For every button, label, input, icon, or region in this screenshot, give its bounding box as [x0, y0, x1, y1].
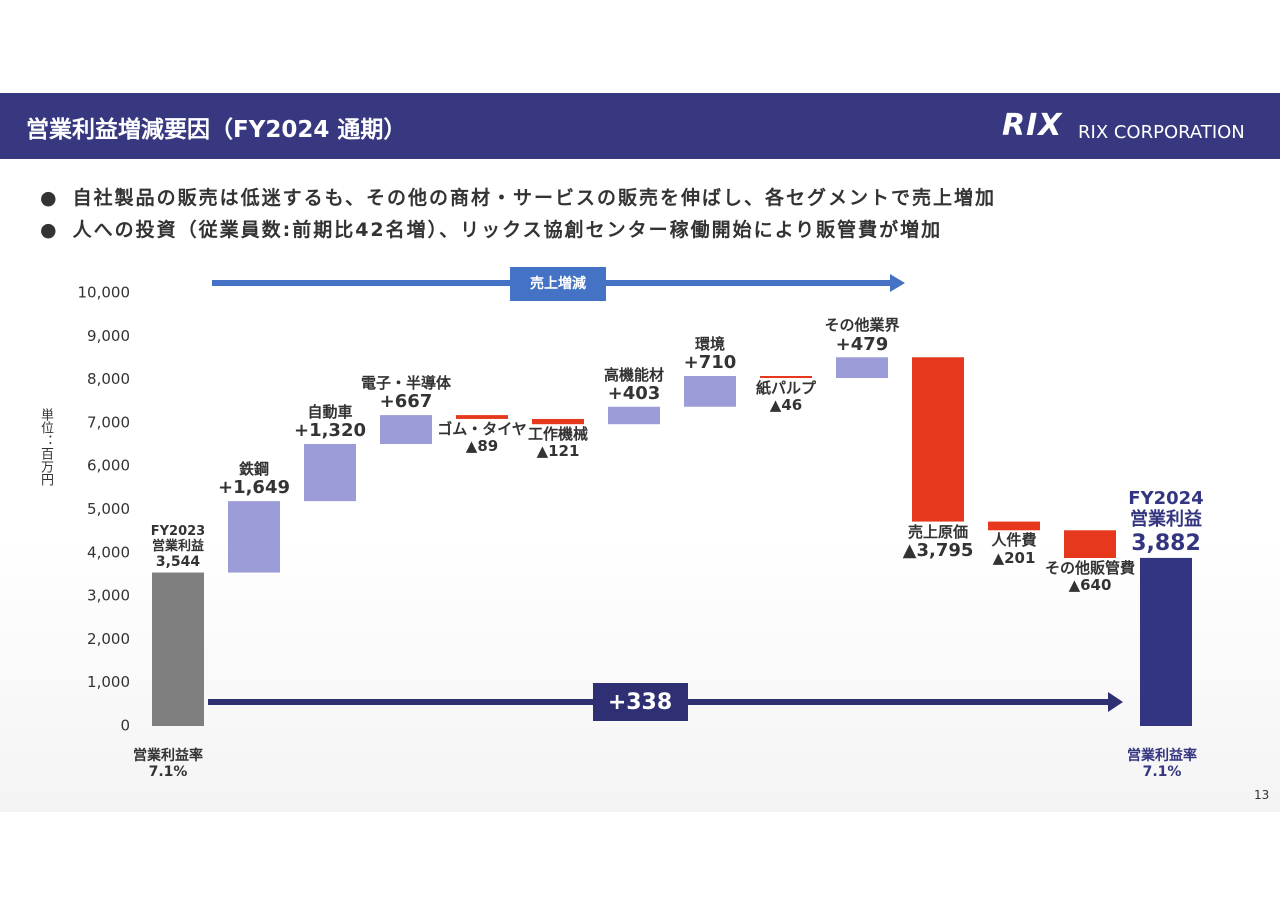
data-label: その他販管費 ▲640 — [1030, 558, 1150, 595]
data-label: 環境 +710 — [650, 335, 770, 374]
bar — [152, 572, 204, 726]
category-label: 人件費 — [991, 531, 1037, 550]
category-label: FY2024 営業利益 — [1128, 488, 1204, 530]
arrow-head — [890, 274, 905, 292]
value-label: ▲201 — [992, 548, 1036, 567]
bar — [988, 521, 1040, 531]
value-label: 3,882 — [1131, 530, 1201, 556]
category-label: 環境 — [694, 335, 725, 354]
category-label: ゴム・タイヤ — [437, 419, 527, 438]
margin-value: 7.1% — [1142, 764, 1182, 781]
y-tick-label: 4,000 — [87, 543, 130, 561]
bar — [608, 406, 660, 425]
value-label: ▲3,795 — [902, 539, 974, 561]
data-label: 紙パルプ ▲46 — [726, 378, 846, 415]
data-label: ゴム・タイヤ ▲89 — [422, 419, 542, 456]
header-band — [0, 93, 1280, 159]
margin-title: 営業利益率 — [1127, 748, 1197, 764]
y-tick-label: 7,000 — [87, 413, 130, 431]
arrow-box — [510, 267, 606, 301]
arrow-head — [1108, 692, 1123, 712]
category-label: その他業界 — [824, 316, 900, 335]
bar — [380, 415, 432, 444]
category-label: 紙パルプ — [755, 378, 816, 397]
y-tick-label: 5,000 — [87, 500, 130, 518]
margin-title: 営業利益率 — [133, 748, 203, 764]
category-label: 工作機械 — [527, 425, 588, 444]
y-tick-label: 8,000 — [87, 370, 130, 388]
value-label: ▲46 — [769, 396, 803, 415]
value-label: ▲640 — [1068, 576, 1112, 595]
y-tick-label: 2,000 — [87, 630, 130, 648]
data-label: 自動車 +1,320 — [270, 403, 390, 442]
data-label: その他業界 +479 — [802, 317, 922, 355]
category-label: 鉄鋼 — [238, 460, 269, 479]
bar — [532, 418, 584, 425]
margin-value: 7.1% — [148, 764, 188, 781]
arrow-box — [593, 683, 688, 721]
bullet: 人への投資（従業員数:前期比42名増）、リックス協創センター稼働開始により販管費… — [40, 215, 942, 242]
change-label: +338 — [608, 690, 672, 715]
arrow-label: 売上増減 — [530, 275, 586, 292]
value-label: +1,649 — [217, 477, 291, 499]
y-tick-label: 6,000 — [87, 457, 130, 475]
category-label: 高機能材 — [603, 365, 664, 384]
data-label: 鉄鋼 +1,649 — [194, 460, 314, 499]
y-axis-label: 単位：百万円 — [38, 408, 53, 486]
y-tick-label: 10,000 — [78, 284, 131, 302]
value-label: +403 — [607, 383, 661, 405]
bar — [760, 376, 812, 378]
logo-mark: RIX — [1002, 108, 1063, 143]
logo-text: RIX CORPORATION — [1078, 122, 1245, 143]
page-number: 13 — [1254, 788, 1270, 802]
value-label: +667 — [379, 391, 433, 413]
category-label: 売上原価 — [907, 522, 968, 541]
margin-label: 営業利益率 7.1% — [1102, 748, 1222, 780]
bar — [228, 501, 280, 573]
data-label: 電子・半導体 +667 — [346, 374, 466, 413]
bullet: 自社製品の販売は低迷するも、その他の商材・サービスの販売を伸ばし、各セグメントで… — [40, 183, 996, 210]
y-tick-label: 3,000 — [87, 587, 130, 605]
bar — [836, 357, 888, 378]
value-label: ▲121 — [536, 442, 580, 461]
category-label: 電子・半導体 — [360, 374, 451, 393]
data-label: 人件費 ▲201 — [954, 532, 1074, 567]
background-shade — [0, 540, 1280, 812]
margin-label: 営業利益率 7.1% — [108, 748, 228, 780]
value-label: 3,544 — [155, 554, 201, 571]
value-label: +710 — [683, 352, 737, 374]
bar — [304, 443, 356, 502]
y-tick-label: 9,000 — [87, 327, 130, 345]
y-tick-label: 1,000 — [87, 673, 130, 691]
bar — [1064, 530, 1116, 558]
bar — [1140, 557, 1192, 726]
data-label: 売上原価 ▲3,795 — [878, 522, 998, 562]
category-label: その他販管費 — [1044, 558, 1135, 577]
slide-title: 営業利益増減要因（FY2024 通期） — [26, 117, 407, 143]
data-label: FY2023 営業利益 3,544 — [118, 523, 238, 571]
value-label: ▲89 — [465, 437, 499, 456]
bar — [456, 415, 508, 419]
bar — [912, 357, 964, 522]
data-label: 高機能材 +403 — [574, 365, 694, 405]
value-label: +1,320 — [293, 420, 367, 442]
y-tick-label: 0 — [120, 717, 130, 735]
value-label: +479 — [835, 333, 889, 355]
data-label: 工作機械 ▲121 — [498, 425, 618, 461]
data-label: FY2024 営業利益 3,882 — [1106, 488, 1226, 556]
category-label: 自動車 — [307, 403, 353, 422]
category-label: FY2023 営業利益 — [150, 523, 206, 554]
bar — [684, 376, 736, 407]
